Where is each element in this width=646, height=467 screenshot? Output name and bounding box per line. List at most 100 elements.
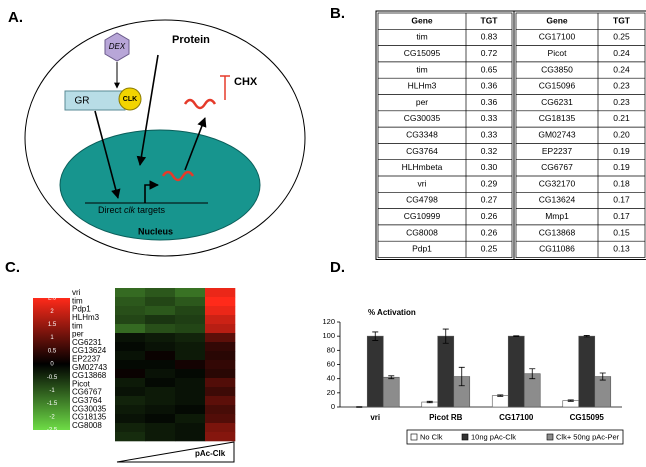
- heatmap-cell: [205, 315, 236, 325]
- table-cell: 0.13: [613, 244, 630, 254]
- colorbar-tick-label: 1.5: [48, 322, 57, 328]
- heatmap-cell: [205, 324, 236, 334]
- row-label: HLHm3: [72, 313, 100, 322]
- table-cell: CG30035: [404, 113, 441, 123]
- colorbar-tick-label: 1: [50, 335, 54, 341]
- table-cell: CG8008: [406, 227, 438, 237]
- panel-label: A.: [8, 9, 23, 26]
- table-cell: 0.83: [481, 32, 498, 42]
- clk-shape: [118, 87, 142, 111]
- heatmap-cell: [145, 360, 176, 370]
- bar: [578, 335, 596, 408]
- table-border: [515, 12, 646, 258]
- panel-label: D.: [330, 259, 345, 276]
- table-cell: 0.72: [481, 48, 498, 58]
- colorbar-tick-label: -2.5: [47, 428, 58, 434]
- heatmap-cell: [145, 297, 176, 307]
- targets-label: Direct clk targets: [98, 205, 166, 215]
- error-bar: [372, 331, 379, 341]
- legend-swatch: [461, 433, 469, 441]
- table-cell: 0.19: [613, 162, 630, 172]
- table-cell: EP2237: [542, 146, 573, 156]
- heatmap-cell: [205, 405, 236, 415]
- row-label: CG3764: [72, 396, 102, 405]
- heatmap-cell: [175, 315, 206, 325]
- x-tick-label: CG15095: [570, 413, 605, 422]
- table-cell: 0.33: [481, 130, 498, 140]
- table-cell: 0.21: [613, 113, 630, 123]
- heatmap-cell: [205, 369, 236, 379]
- heatmap-cell: [115, 297, 146, 307]
- table-cell: CG32170: [539, 178, 576, 188]
- heatmap-cell: [145, 333, 176, 343]
- heatmap-cell: [115, 423, 146, 433]
- heatmap-cell: [115, 414, 146, 424]
- heatmap-cell: [145, 414, 176, 424]
- heatmap-cell: [175, 414, 206, 424]
- panel-label: B.: [330, 5, 345, 22]
- heatmap-cell: [175, 306, 206, 316]
- heatmap-cell: [115, 396, 146, 406]
- heatmap-cell: [115, 351, 146, 361]
- heatmap-cell: [205, 423, 236, 433]
- heatmap-cell: [115, 360, 146, 370]
- heatmap-cell: [205, 351, 236, 361]
- table-cell: Pdp1: [412, 244, 432, 254]
- heatmap-cell: [175, 396, 206, 406]
- heatmap-cell: [175, 297, 206, 307]
- y-tick-label: 40: [327, 374, 335, 383]
- colorbar-tick-label: 2: [50, 309, 54, 315]
- heatmap-cell: [205, 342, 236, 352]
- colorbar-tick-label: 2.5: [48, 296, 57, 302]
- table-cell: per: [416, 97, 428, 107]
- x-axis-label: pAc-Clk: [195, 449, 226, 458]
- table-cell: 0.26: [481, 227, 498, 237]
- colorbar-tick-label: -2: [49, 414, 55, 420]
- y-tick-label: 60: [327, 359, 335, 368]
- row-label: EP2237: [72, 355, 101, 364]
- legend-swatch: [410, 433, 418, 441]
- row-label: CG8008: [72, 421, 102, 430]
- nucleus-label: Nucleus: [138, 226, 173, 236]
- heatmap-cell: [145, 306, 176, 316]
- heatmap-cell: [115, 306, 146, 316]
- error-bar: [356, 406, 363, 408]
- panel-label: C.: [5, 259, 20, 276]
- y-tick-label: 120: [322, 317, 335, 326]
- heatmap-cell: [145, 324, 176, 334]
- heatmap-cell: [145, 342, 176, 352]
- heatmap-cell: [205, 414, 236, 424]
- heatmap-cell: [175, 351, 206, 361]
- heatmap-cell: [205, 288, 236, 298]
- dex-label: DEX: [109, 42, 126, 51]
- table-cell: 0.20: [613, 130, 630, 140]
- table-header: Gene: [411, 15, 433, 25]
- table-cell: CG13868: [539, 227, 576, 237]
- mrna: [161, 170, 195, 182]
- heatmap-cell: [115, 333, 146, 343]
- table-cell: CG3348: [406, 130, 438, 140]
- table-cell: CG11086: [539, 244, 575, 254]
- heatmap-cell: [175, 324, 206, 334]
- colorbar-tick-label: -1: [49, 388, 55, 394]
- heatmap-cell: [175, 342, 206, 352]
- table-cell: CG4798: [406, 195, 438, 205]
- x-tick-label: Picot RB: [429, 413, 463, 422]
- heatmap-cell: [205, 333, 236, 343]
- table-cell: 0.25: [613, 32, 630, 42]
- heatmap-cell: [205, 387, 236, 397]
- heatmap-cell: [175, 288, 206, 298]
- row-label: CG6767: [72, 388, 102, 397]
- table-cell: tim: [416, 64, 427, 74]
- x-tick-label: CG17100: [499, 413, 534, 422]
- table-cell: 0.36: [481, 81, 498, 91]
- legend-swatch: [546, 433, 554, 441]
- table-cell: CG15095: [404, 48, 441, 58]
- arrow: [184, 117, 207, 171]
- row-label: Pdp1: [72, 305, 91, 314]
- heatmap-cell: [115, 369, 146, 379]
- row-label: CG13624: [72, 346, 107, 355]
- colorbar-tick-label: -1.5: [47, 401, 58, 407]
- table-cell: 0.23: [613, 81, 630, 91]
